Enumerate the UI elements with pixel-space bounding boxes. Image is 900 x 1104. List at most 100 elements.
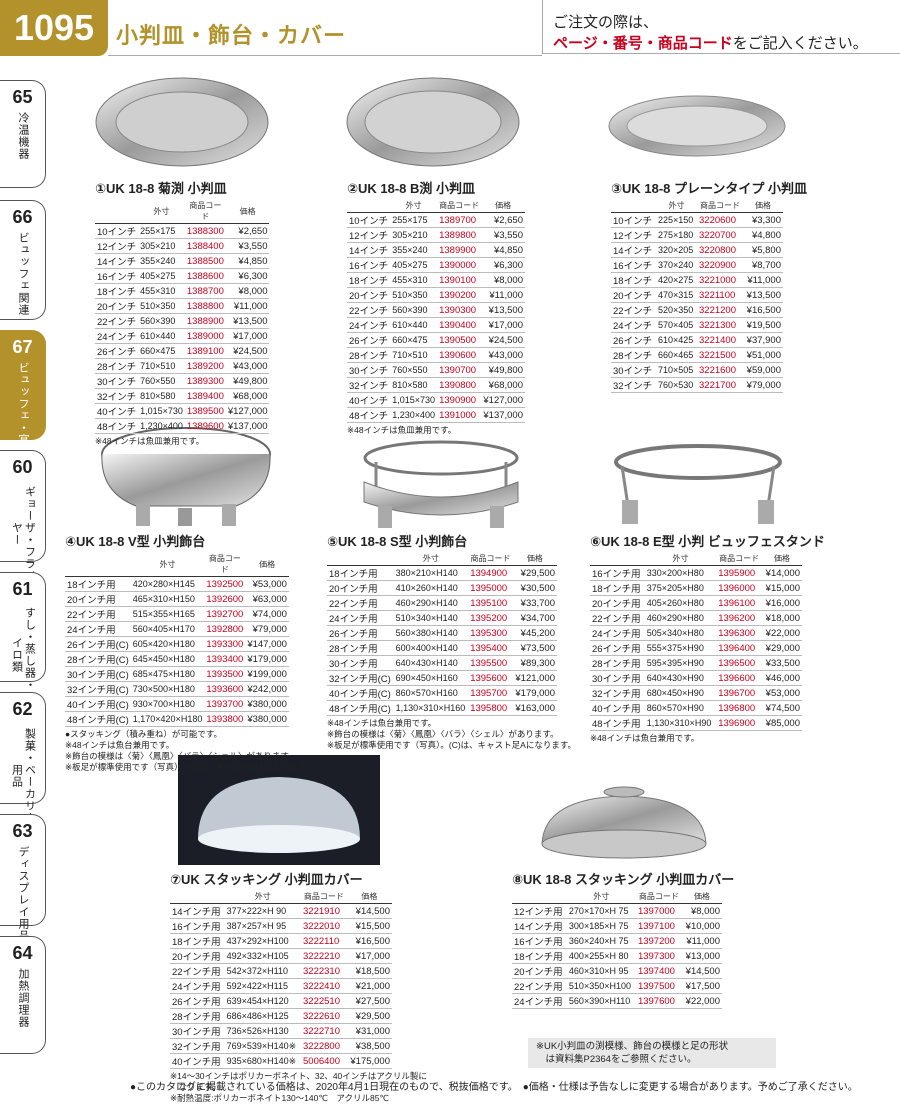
table-row: 18インチ 420×275 3221000 ¥11,000 [611,272,783,288]
product-block-2: ②UK 18-8 B渕 小判皿 外寸 商品コード 価格 10インチ 255×175 13… [347,178,525,436]
code-cell: 1396500 [716,655,763,671]
product-block-3: ③UK 18-8 プレーンタイプ 小判皿 外寸 商品コード 価格 10インチ 225×… [611,178,807,393]
code-cell: 3222800 [301,1038,347,1054]
code-cell: 1395000 [468,580,513,596]
size-cell: 20インチ [347,287,391,303]
table-row: 14インチ 320×205 3220800 ¥5,800 [611,242,783,258]
code-cell: 3221000 [697,272,743,288]
price-cell: ¥85,000 [762,715,802,731]
size-cell: 28インチ用 [590,655,645,671]
table-row: 10インチ 255×175 1388300 ¥2,650 [95,223,270,239]
price-cell: ¥11,000 [481,287,525,303]
price-cell: ¥53,000 [245,576,289,592]
price-cell: ¥17,500 [681,978,722,994]
table-row: 20インチ 510×350 1390200 ¥11,000 [347,287,525,303]
size-cell: 32インチ用(C) [65,681,131,697]
code-cell: 1393700 [204,696,246,712]
table-row: 48インチ 1,230×400 1391000 ¥137,000 [347,407,525,423]
table-row: 26インチ用 560×380×H140 1395300 ¥45,200 [327,625,557,641]
size-cell: 24インチ [611,317,656,333]
price-cell: ¥31,000 [346,1023,392,1039]
size-cell: 40インチ [347,392,391,408]
price-cell: ¥15,500 [346,918,392,934]
dims-cell: 930×700×H180 [130,696,205,712]
dims-header: 外寸 [644,552,717,566]
table-row: 30インチ 760×550 1389300 ¥49,800 [95,373,270,389]
size-cell: 32インチ [347,377,391,393]
product-title: ②UK 18-8 B渕 小判皿 [347,181,476,196]
product-notes: ※48インチは魚台兼用です。 ※飾台の模様は〈菊〉〈鳳凰〉〈バラ〉〈シェル〉があり… [327,718,576,751]
table-row: 18インチ用 400×255×H 80 1397300 ¥13,000 [512,948,722,964]
dims-cell: 305×210 [138,238,185,254]
footer-note: ●このカタログに掲載されている価格は、2020年4月1日現在のもので、税抜価格で… [130,1082,858,1093]
price-cell: ¥33,700 [512,595,557,611]
size-cell: 16インチ用 [590,565,645,581]
dims-cell: 420×280×H145 [130,576,205,592]
table-header-row: 外寸 商品コード 価格 [347,199,525,213]
dims-cell: 686×486×H125 [224,1008,301,1024]
side-tab-60[interactable]: 60 ギョーザ・フライヤー [0,450,46,582]
side-tab-64[interactable]: 64 加熱調理器 [0,936,46,1054]
price-cell: ¥79,000 [742,377,783,393]
table-row: 24インチ用 505×340×H80 1396300 ¥22,000 [590,625,802,641]
size-cell: 12インチ [95,238,139,254]
code-cell: 1396000 [716,580,763,596]
code-cell: 1389700 [437,212,482,228]
table-row: 18インチ 455×310 1388700 ¥8,000 [95,283,270,299]
table-row: 26インチ用 555×375×H90 1396400 ¥29,000 [590,640,802,656]
code-cell: 1397000 [635,903,682,919]
table-row: 48インチ用(C) 1,170×420×H180 1393800 ¥380,000 [65,711,289,727]
note-line: ※飾台の模様は〈菊〉〈鳳凰〉〈バラ〉〈シェル〉があります。 [327,729,559,739]
price-cell: ¥179,000 [512,685,557,701]
size-cell: 14インチ用 [170,903,225,919]
table-row: 30インチ用 736×526×H130 3222710 ¥31,000 [170,1023,392,1039]
table-header-row: 外寸 商品コード 価格 [65,552,289,577]
price-cell: ¥68,000 [481,377,525,393]
side-tab-number: 66 [12,207,33,227]
table-row: 24インチ用 560×390×H110 1397600 ¥22,000 [512,993,722,1009]
side-tab-67[interactable]: 67 ビュッフェ・宴会 [0,330,46,458]
size-cell: 26インチ用 [170,993,225,1009]
code-header: 商品コード [301,890,347,904]
size-header [95,199,139,224]
price-cell: ¥242,000 [245,681,289,697]
price-cell: ¥14,000 [762,565,802,581]
dims-header: 外寸 [566,890,636,904]
side-tab-61[interactable]: 61 すし・蒸し器・セイロ類 [0,572,46,703]
side-tab-label: ビュッフェ・宴会 [17,362,29,458]
dims-cell: 555×375×H90 [644,640,717,656]
size-cell: 26インチ用(C) [65,636,131,652]
size-cell: 20インチ用 [327,580,394,596]
code-header: 商品コード [716,552,763,566]
dims-cell: 1,230×400 [138,418,185,434]
code-cell: 3220800 [697,242,743,258]
side-tab-66[interactable]: 66 ビュッフェ関連 [0,200,46,320]
dims-cell: 610×440 [390,317,438,333]
table-row: 16インチ用 360×240×H 75 1397200 ¥11,000 [512,933,722,949]
side-tab-number: 63 [12,821,33,841]
code-cell: 1393600 [204,681,246,697]
price-cell: ¥13,500 [225,313,270,329]
code-cell: 3222210 [301,948,347,964]
table-row: 16インチ 405×275 1390000 ¥6,300 [347,257,525,273]
product-block-4: ④UK 18-8 V型 小判飾台 外寸 商品コード 価格 18インチ用 420×280… [65,531,314,773]
dims-cell: 1,130×310×H90 [644,715,717,731]
price-cell: ¥13,000 [681,948,722,964]
side-tab-63[interactable]: 63 ディスプレイ用品 [0,814,46,942]
dims-cell: 639×454×H120 [224,993,301,1009]
price-header: 価格 [245,552,289,577]
code-cell: 1396100 [716,595,763,611]
table-row: 14インチ 355×240 1388500 ¥4,850 [95,253,270,269]
price-cell: ¥24,500 [481,332,525,348]
price-header: 価格 [512,552,557,566]
dims-cell: 377×222×H 90 [224,903,301,919]
side-tab-65[interactable]: 65 冷温機器 [0,80,46,188]
side-tab-62[interactable]: 62 製菓・ベーカリー用品 [0,692,46,824]
size-cell: 10インチ [611,212,656,228]
price-header: 価格 [346,890,392,904]
code-cell: 1390200 [437,287,482,303]
size-header [65,552,131,577]
table-row: 24インチ 570×405 3221300 ¥19,500 [611,317,783,333]
spec-table: 外寸 商品コード 価格 14インチ用 377×222×H 90 3221910 ¥14,5… [170,890,392,1069]
code-cell: 1388900 [184,313,226,329]
